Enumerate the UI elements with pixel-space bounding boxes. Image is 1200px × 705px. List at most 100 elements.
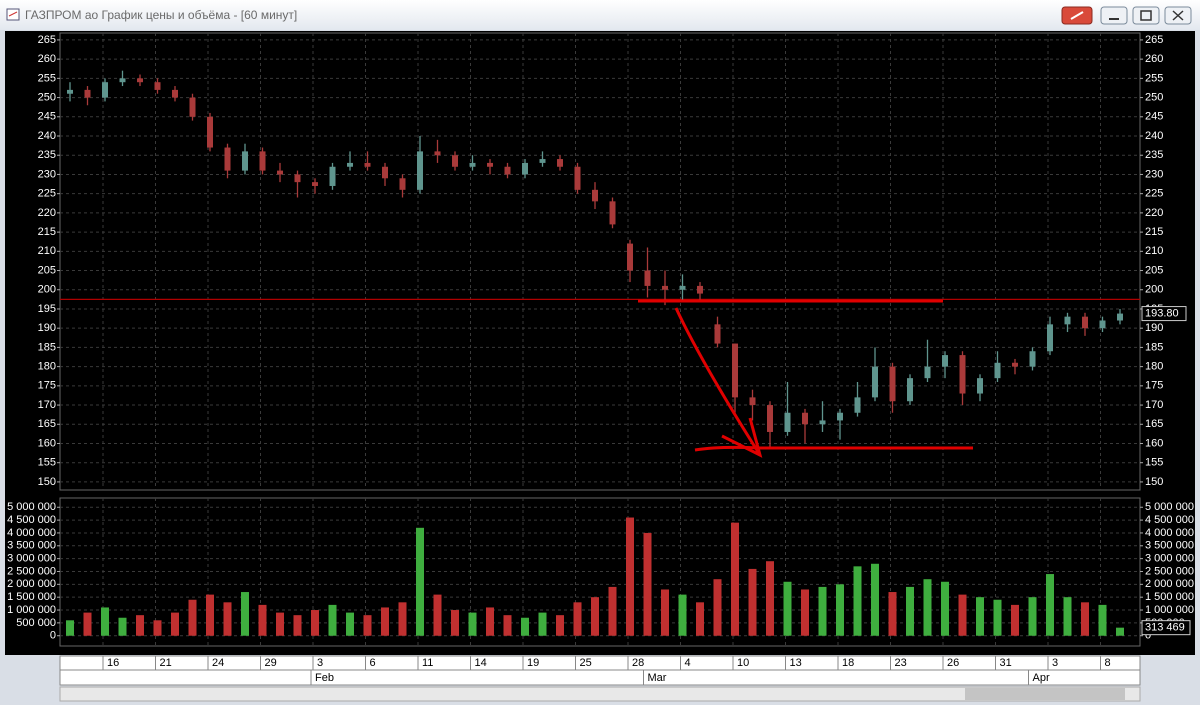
volume-bar [363,615,372,636]
x-tick-label: 26 [947,657,959,669]
candle-body [399,178,406,190]
volume-bar [573,602,582,636]
x-tick-label: 25 [580,657,592,669]
candle-body [364,162,371,167]
candle-body [802,412,808,425]
candle-body [224,147,231,171]
candle-body [172,89,178,98]
volume-bar [678,594,687,636]
volume-bar [801,589,809,636]
candle-body [434,151,441,156]
candle-body [382,166,388,179]
month-label: Apr [1033,672,1050,684]
candle-body [1029,351,1036,367]
y-tick-label: 165 [38,418,56,430]
x-tick-label: 31 [1000,657,1012,669]
volume-bar [1116,627,1124,636]
x-tick-label: 13 [790,657,802,669]
maximize-button[interactable] [1132,6,1160,25]
volume-bar [643,532,652,636]
y-tick-label: 200 [1145,284,1163,296]
volume-bar [503,615,512,636]
x-tick-label: 8 [1105,657,1111,669]
x-tick-label: 14 [475,657,487,669]
candle-body [854,397,861,413]
y-tick-label: 150 [1145,476,1163,488]
volume-bar [188,599,197,636]
maximize-icon [1140,10,1152,21]
candle-body [889,366,896,402]
candle-body [312,182,318,186]
price-pane [59,32,1141,491]
candle-body [67,89,73,94]
candle-body [452,155,458,167]
volume-bar [888,592,897,636]
y-tick-label: 4 000 000 [1145,527,1194,539]
x-tick-label: 3 [317,657,323,669]
volume-bar [871,563,879,636]
candle-body [907,378,913,402]
x-tick-label: 19 [527,657,539,669]
scrollbar-thumb[interactable] [965,688,1125,700]
y-tick-label: 235 [1145,149,1163,161]
y-tick-label: 180 [38,361,56,373]
candle-body [1099,320,1106,329]
y-tick-label: 2 000 000 [1145,578,1194,590]
y-tick-label: 150 [38,476,56,488]
y-tick-label: 165 [1145,418,1163,430]
candle-body [1047,324,1053,352]
close-icon [1172,10,1184,21]
candle-body [84,89,91,98]
y-tick-label: 205 [38,264,56,276]
volume-bar [626,517,634,636]
volume-bar [346,612,354,636]
candle-body [487,162,493,167]
candle-body [644,270,651,286]
y-tick-label: 205 [1145,264,1163,276]
volume-bar [1011,604,1019,636]
y-tick-label: 175 [1145,380,1163,392]
volume-bar [713,579,722,636]
y-tick-label: 1 000 000 [1145,604,1194,616]
last-price-box [1141,306,1187,322]
y-tick-label: 1 500 000 [7,591,56,603]
candle-body [557,159,563,167]
scrollbar[interactable] [59,686,1141,702]
y-tick-label: 220 [1145,207,1163,219]
x-tick-label: 29 [265,657,277,669]
y-tick-label: 210 [1145,245,1163,257]
candle-body [942,355,948,367]
candle-body [189,97,196,117]
month-label: Feb [315,672,334,684]
y-tick-label: 170 [1145,399,1163,411]
candle-body [522,162,528,175]
candle-body [1117,313,1123,321]
minimize-button[interactable] [1100,6,1128,25]
x-tick-label: 28 [632,657,644,669]
volume-bar [941,581,949,636]
y-tick-label: 255 [38,72,56,84]
x-tick-label: 23 [895,657,907,669]
y-tick-label: 1 000 000 [7,604,56,616]
y-tick-label: 225 [1145,188,1163,200]
candle-body [609,201,616,225]
y-tick-label: 245 [38,111,56,123]
y-tick-label: 175 [38,380,56,392]
y-tick-label: 225 [38,188,56,200]
y-tick-label: 200 [38,284,56,296]
candle-body [977,378,983,394]
candle-body [539,159,546,163]
volume-bar [661,589,669,636]
candle-body [924,366,931,379]
y-tick-label: 0 [1145,630,1151,642]
candle-body [469,162,476,167]
y-tick-label: 245 [1145,111,1163,123]
candle-body [627,243,633,271]
y-tick-label: 215 [38,226,56,238]
volume-bar [451,610,459,636]
support-line [694,445,973,452]
volume-bar [118,617,127,636]
